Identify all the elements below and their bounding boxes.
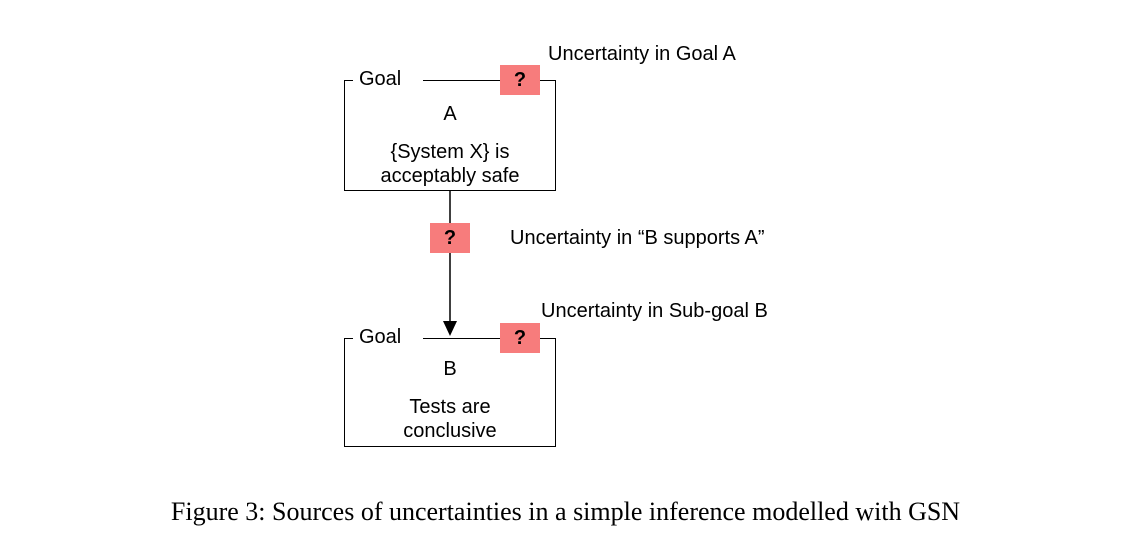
goal-a-text-line1: {System X} is xyxy=(390,141,510,163)
goal-b-text-line2: conclusive xyxy=(403,420,497,442)
goal-a-text-line2: acceptably safe xyxy=(380,165,520,187)
goal-a-uncertainty-badge: ? xyxy=(500,65,540,95)
goal-b-text-line1: Tests are xyxy=(409,396,491,418)
goal-a-box: Goal A {System X} is acceptably safe xyxy=(344,69,556,191)
goal-b-tag: Goal xyxy=(355,327,406,347)
link-uncertainty-badge: ? xyxy=(430,223,470,253)
goal-b-box: Goal B Tests are conclusive xyxy=(344,327,556,447)
link-uncertainty-label: Uncertainty in “B supports A” xyxy=(510,227,765,249)
goal-a-uncertainty-label: Uncertainty in Goal A xyxy=(548,43,736,65)
goal-a-tag: Goal xyxy=(355,69,406,89)
goal-a-id: A xyxy=(443,103,457,125)
goal-b-uncertainty-badge: ? xyxy=(500,323,540,353)
goal-b-uncertainty-label: Uncertainty in Sub-goal B xyxy=(541,300,768,322)
goal-b-id: B xyxy=(443,358,457,380)
figure-caption: Figure 3: Sources of uncertainties in a … xyxy=(170,497,961,526)
